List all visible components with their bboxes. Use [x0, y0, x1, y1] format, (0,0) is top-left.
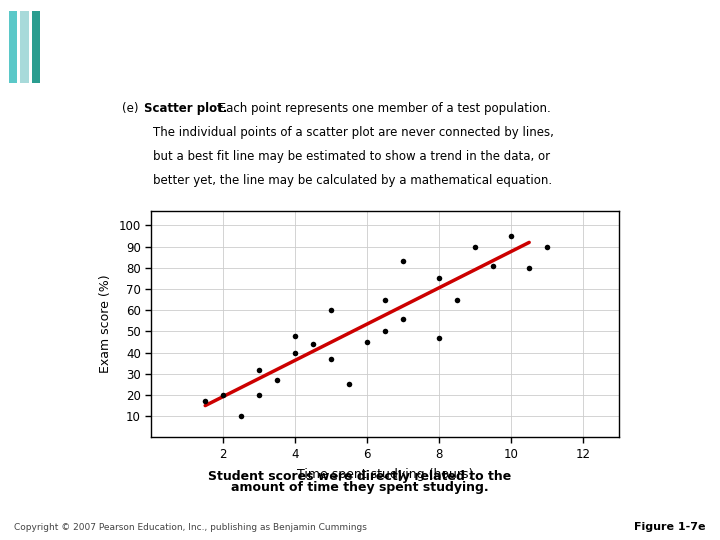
Point	[397, 257, 409, 266]
Bar	[9, 11, 17, 83]
Point	[325, 355, 337, 363]
Text: (e): (e)	[122, 102, 143, 115]
Text: Copyright © 2007 Pearson Education, Inc., publishing as Benjamin Cummings: Copyright © 2007 Pearson Education, Inc.…	[14, 523, 367, 532]
Text: Figure 1-7e: Figure 1-7e	[634, 522, 706, 532]
Text: Each point represents one member of a test population.: Each point represents one member of a te…	[215, 102, 551, 115]
Point	[289, 348, 301, 357]
Point	[253, 390, 265, 399]
Point	[433, 274, 445, 283]
Point	[505, 232, 517, 240]
Text: amount of time they spent studying.: amount of time they spent studying.	[231, 481, 489, 494]
Point	[343, 380, 355, 389]
Text: Student scores were directly related to the: Student scores were directly related to …	[208, 470, 512, 483]
Point	[433, 334, 445, 342]
X-axis label: Time spent studying (hours): Time spent studying (hours)	[297, 468, 473, 481]
Point	[271, 376, 283, 384]
Text: Scatter plot.: Scatter plot.	[144, 102, 227, 115]
Point	[397, 314, 409, 323]
Point	[217, 390, 229, 399]
Point	[289, 332, 301, 340]
Point	[451, 295, 463, 304]
Point	[523, 264, 535, 272]
Bar	[20, 11, 29, 83]
Point	[379, 295, 391, 304]
Text: but a best fit line may be estimated to show a trend in the data, or: but a best fit line may be estimated to …	[153, 150, 550, 163]
Point	[487, 261, 499, 270]
Text: Representing Data: Representing Data	[54, 24, 333, 50]
Text: The individual points of a scatter plot are never connected by lines,: The individual points of a scatter plot …	[153, 126, 554, 139]
Point	[307, 340, 319, 348]
Point	[361, 338, 373, 346]
Text: Graphs: Scatter Plot and “Best Fit” Line: Graphs: Scatter Plot and “Best Fit” Line	[54, 60, 652, 86]
Y-axis label: Exam score (%): Exam score (%)	[99, 275, 112, 373]
Point	[235, 412, 247, 421]
Point	[199, 397, 211, 406]
Point	[541, 242, 553, 251]
Text: better yet, the line may be calculated by a mathematical equation.: better yet, the line may be calculated b…	[153, 174, 552, 187]
Bar	[32, 11, 40, 83]
Point	[379, 327, 391, 336]
Point	[325, 306, 337, 314]
Point	[469, 242, 481, 251]
Point	[253, 365, 265, 374]
